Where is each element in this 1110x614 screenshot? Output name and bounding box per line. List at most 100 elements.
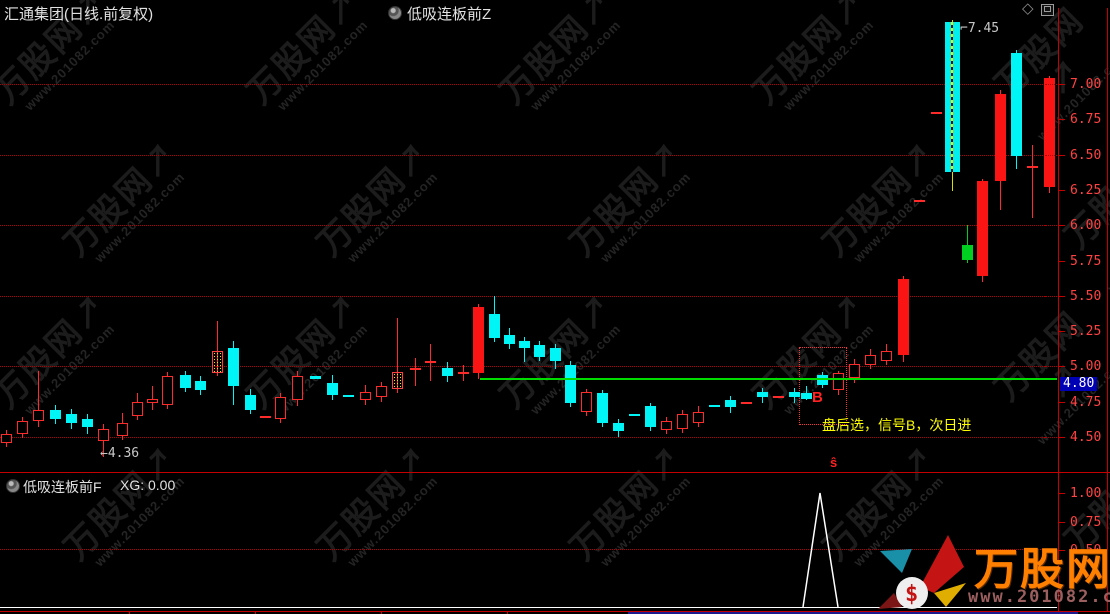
candle (1026, 165, 1038, 168)
x-axis-tick (255, 611, 256, 614)
sub-indicator-name[interactable]: 低吸连板前F (23, 479, 102, 495)
candle-wick (523, 336, 525, 363)
candle (259, 415, 271, 418)
limit-move-core (951, 21, 953, 172)
watermark-tile: 万股网↗www.201082.com (493, 0, 624, 114)
bottom-scrollbar[interactable] (628, 612, 1078, 614)
candle (724, 400, 736, 408)
candle (359, 391, 371, 401)
candle (131, 401, 143, 416)
watermark-tile: 万股网↗www.201082.com (816, 134, 947, 266)
price-axis-label: 6.00 (1070, 218, 1102, 233)
low-price-label: ←4.36 (100, 446, 140, 461)
candle (291, 376, 303, 401)
watermark-tile: 万股网↗www.201082.com (57, 134, 188, 266)
candle (375, 386, 387, 398)
candle (612, 422, 624, 432)
candle (580, 391, 592, 412)
candle (49, 410, 61, 419)
watermark-tile: 万股网↗www.201082.com (563, 134, 694, 266)
price-axis-tick (1059, 190, 1065, 191)
candle (116, 422, 128, 436)
price-axis-label: 4.50 (1070, 430, 1102, 445)
candle (309, 376, 321, 380)
logo-url: www.201082.com (968, 587, 1110, 607)
candle (503, 335, 515, 344)
panel-divider[interactable] (0, 472, 1110, 473)
candle-wick (151, 386, 153, 411)
candle (976, 181, 988, 277)
diamond-icon[interactable]: ◇ (1022, 0, 1034, 17)
candle (628, 414, 640, 417)
logo-arrows-icon: $ (878, 535, 966, 609)
candle (708, 404, 720, 407)
price-gridline (0, 366, 1057, 367)
candle-wick (414, 357, 416, 387)
sub-axis-tick (1059, 493, 1065, 494)
price-axis-tick (1059, 437, 1065, 438)
candle (848, 363, 860, 378)
candle (457, 372, 469, 375)
current-price-badge: 4.80 (1060, 377, 1098, 391)
candle (0, 434, 12, 443)
xg-zero-line (0, 607, 1057, 608)
site-logo: $ 万股网 www.201082.com (872, 527, 1110, 611)
candle (660, 421, 672, 430)
price-axis-tick (1059, 331, 1065, 332)
candle (549, 348, 561, 361)
candle (1043, 78, 1055, 188)
candle (326, 383, 338, 395)
candle (994, 93, 1006, 182)
candle (274, 397, 286, 419)
price-axis-tick (1059, 296, 1065, 297)
candle (179, 374, 191, 388)
price-gridline (0, 225, 1057, 226)
candle (788, 391, 800, 398)
candle (880, 350, 892, 361)
x-axis-tick (129, 611, 130, 614)
candle (676, 414, 688, 429)
price-axis-label: 5.75 (1070, 254, 1102, 269)
svg-text:$: $ (905, 582, 918, 607)
price-gridline (0, 437, 1057, 438)
candle (244, 394, 256, 411)
candle (1010, 52, 1022, 156)
candle (772, 396, 784, 399)
candle (564, 364, 576, 404)
candle (97, 428, 109, 442)
bottom-border (0, 611, 1110, 612)
axis-grid-stub (1045, 84, 1057, 85)
candle (944, 21, 960, 172)
watermark-tile: 万股网↗www.201082.com (240, 286, 371, 418)
candle (913, 199, 925, 202)
candle (424, 360, 436, 363)
indicator-ball-icon (388, 6, 402, 20)
logo-text: 万股网 (974, 545, 1110, 594)
restore-window-icon[interactable] (1041, 4, 1054, 16)
candle (342, 394, 354, 397)
candle (533, 345, 545, 357)
main-indicator-name[interactable]: 低吸连板前Z (407, 6, 492, 23)
candle (81, 418, 93, 428)
watermark-tile: 万股网↗www.201082.com (0, 286, 118, 418)
candle (800, 393, 812, 399)
sub-axis-tick (1059, 522, 1065, 523)
price-axis-tick (1059, 155, 1065, 156)
x-axis-tick (381, 611, 382, 614)
sub-indicator-ball-icon (6, 479, 20, 493)
price-axis-tick (1059, 119, 1065, 120)
axis-grid-stub (1045, 366, 1057, 367)
sub-axis-label: 1.00 (1070, 486, 1102, 501)
candle (441, 367, 453, 377)
axis-border (1058, 8, 1059, 611)
price-axis-tick (1059, 225, 1065, 226)
axis-grid-stub (1045, 296, 1057, 297)
xg-spike (802, 492, 839, 608)
candle-wick (1031, 144, 1033, 219)
candle (161, 376, 173, 405)
price-axis-label: 6.50 (1070, 148, 1102, 163)
sub-axis-label: 0.75 (1070, 515, 1102, 530)
candle (596, 393, 608, 423)
sub-gridline-050 (0, 549, 1057, 550)
